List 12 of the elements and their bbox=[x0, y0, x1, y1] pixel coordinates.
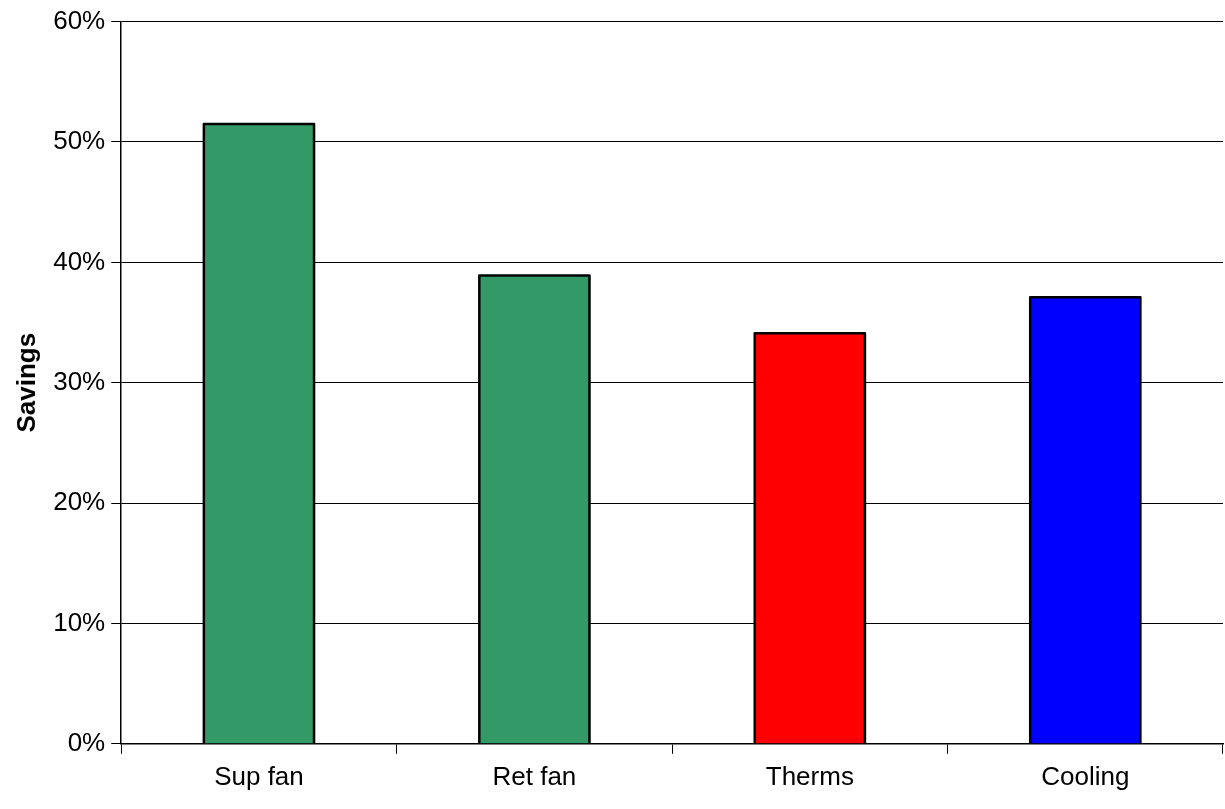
y-tick-label: 20% bbox=[53, 486, 106, 517]
x-tick-label: Cooling bbox=[1041, 760, 1130, 791]
y-tick-label: 40% bbox=[53, 245, 106, 276]
y-tick-label: 10% bbox=[53, 606, 106, 637]
y-tick-label: 30% bbox=[53, 365, 106, 396]
x-tick-label: Therms bbox=[765, 760, 854, 791]
x-tick-label: Ret fan bbox=[492, 760, 577, 791]
y-tick-label: 50% bbox=[53, 125, 106, 156]
y-tick-label: 0% bbox=[67, 726, 106, 757]
y-axis-title: Savings bbox=[10, 332, 41, 433]
x-tick-label: Sup fan bbox=[214, 760, 304, 791]
y-tick-label: 60% bbox=[53, 4, 106, 35]
